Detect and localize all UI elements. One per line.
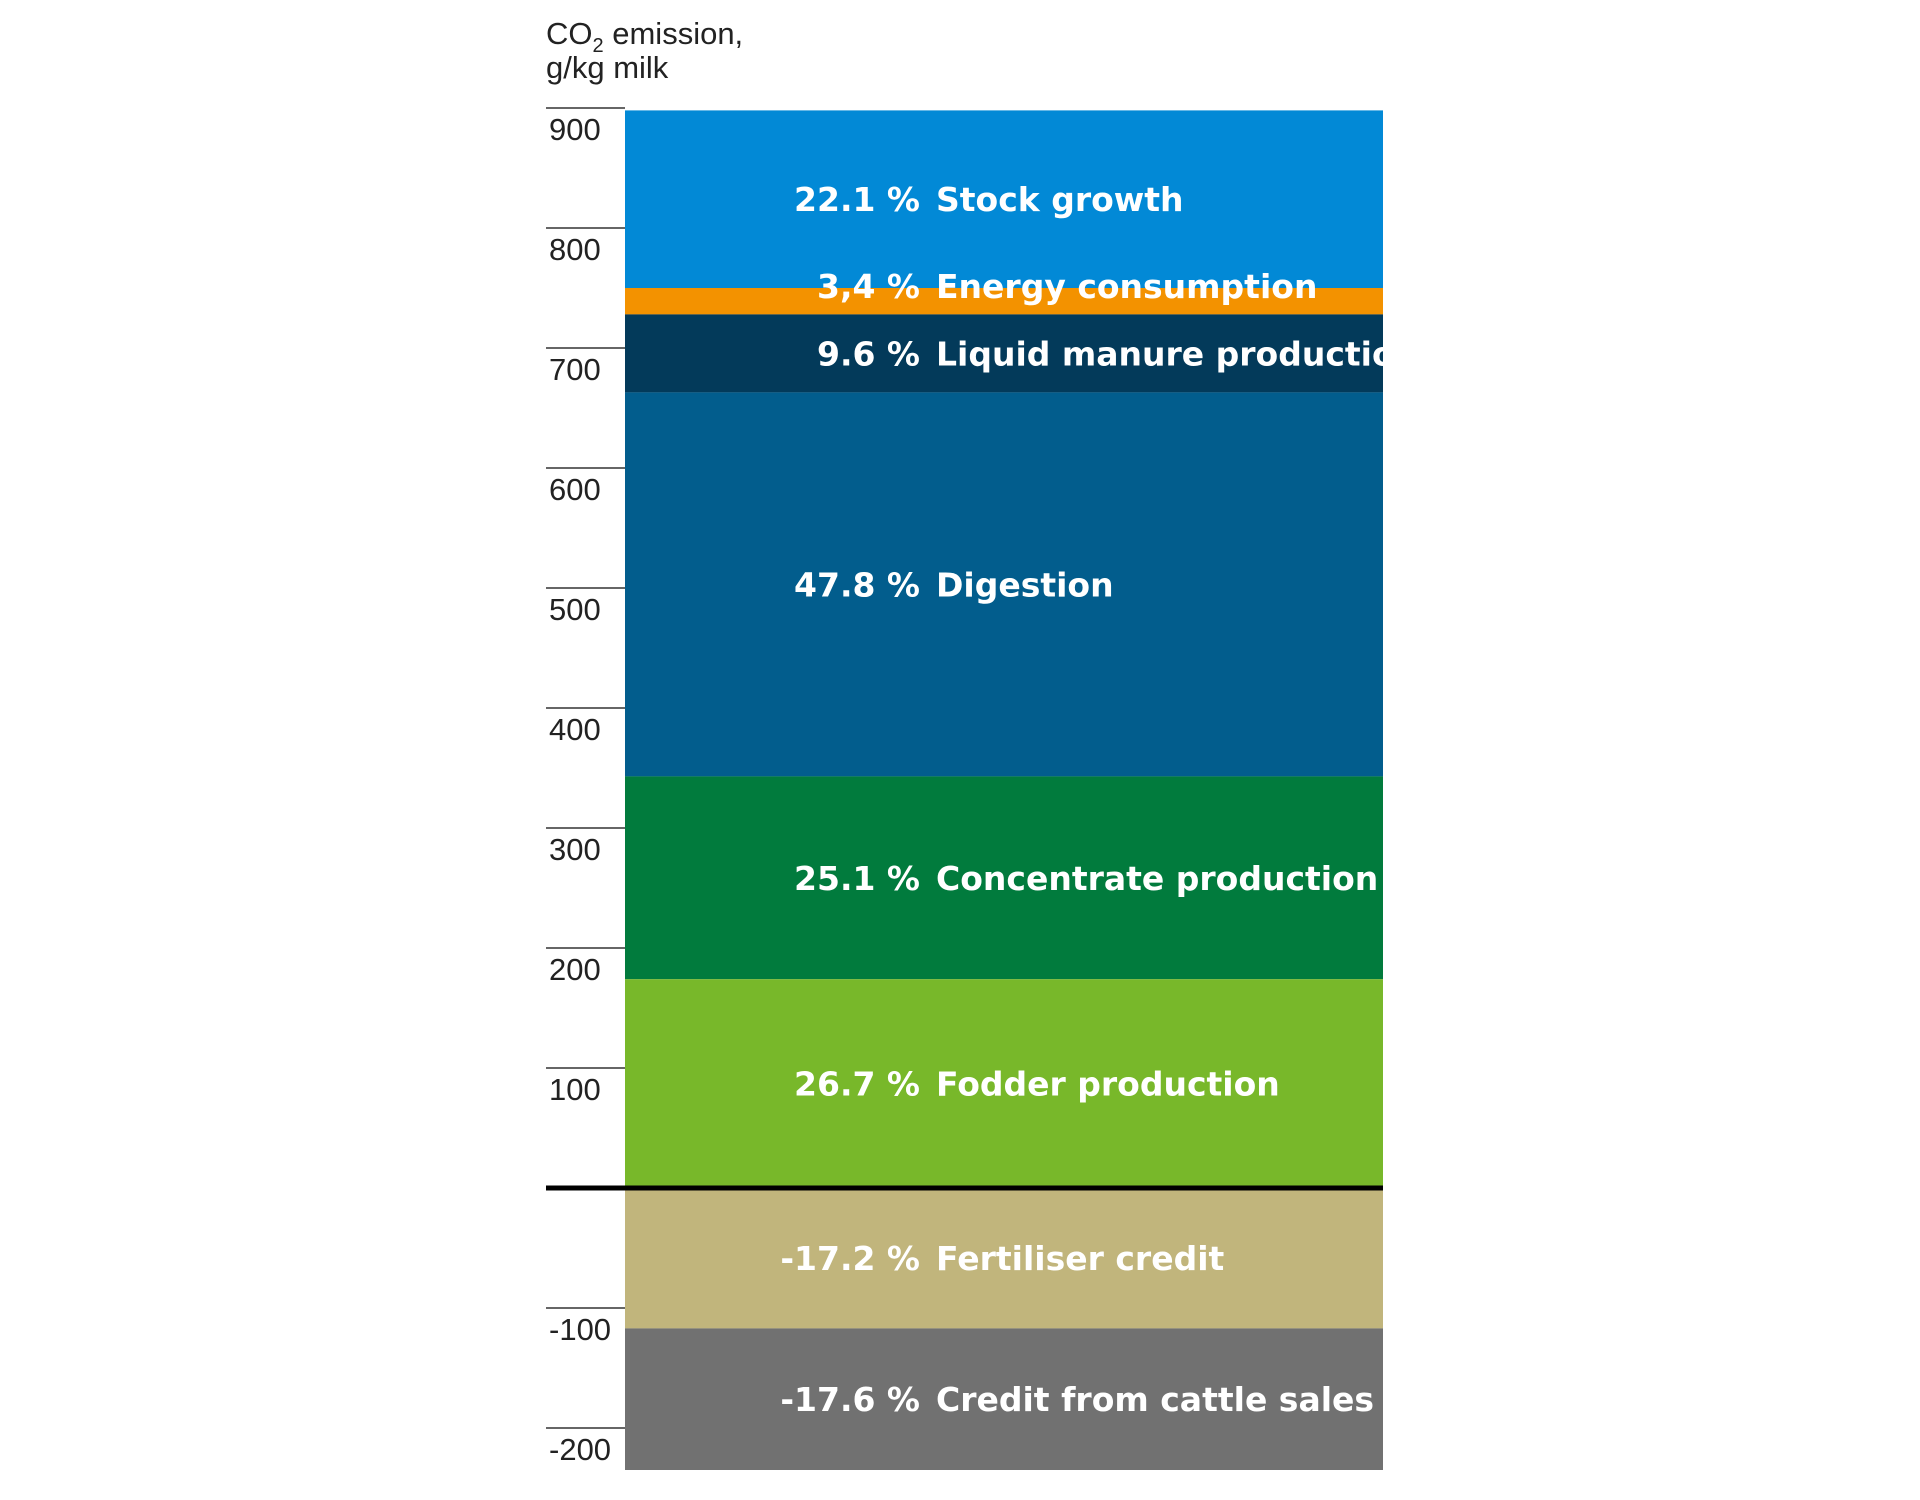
- segment-name-label: Credit from cattle sales: [936, 1380, 1374, 1419]
- segment-percent-label: 3,4 %: [817, 267, 920, 306]
- y-axis-title-line2: g/kg milk: [546, 50, 669, 85]
- segment-percent-label: 22.1 %: [794, 180, 920, 219]
- segment-name-label: Fertiliser credit: [936, 1239, 1225, 1278]
- segment-percent-label: 9.6 %: [817, 334, 920, 373]
- segment-digestion: [625, 392, 1383, 777]
- y-tick-label: 900: [549, 112, 601, 147]
- y-axis-title-suffix: emission,: [604, 16, 744, 51]
- segment-percent-label: -17.2 %: [780, 1239, 920, 1278]
- segment-percent-label: 47.8 %: [794, 565, 920, 604]
- segment-name-label: Liquid manure production: [936, 334, 1418, 373]
- segment-labels: 22.1 % Stock growth 3,4 % Energy consumptio…: [780, 180, 1418, 1419]
- y-tick-label: 300: [549, 832, 601, 867]
- y-tick-label: 100: [549, 1072, 601, 1107]
- y-tick-label: 400: [549, 712, 601, 747]
- segment-name-label: Digestion: [936, 565, 1114, 604]
- y-tick-label: -100: [549, 1312, 611, 1347]
- segment-name-label: Fodder production: [936, 1065, 1280, 1104]
- segment-fertiliser-credit: [625, 1188, 1383, 1329]
- y-axis-title-co: CO: [546, 16, 593, 51]
- y-tick-label: 200: [549, 952, 601, 987]
- segment-concentrate-production: [625, 776, 1383, 980]
- segment-energy-consumption: [625, 288, 1383, 315]
- y-tick-label: 800: [549, 232, 601, 267]
- y-tick-label: -200: [549, 1432, 611, 1467]
- segment-percent-label: 26.7 %: [794, 1065, 920, 1104]
- y-tick-label: 700: [549, 352, 601, 387]
- segment-name-label: Energy consumption: [936, 267, 1317, 306]
- segment-liquid-manure-production: [625, 314, 1383, 393]
- segment-percent-label: -17.6 %: [780, 1380, 920, 1419]
- segment-name-label: Stock growth: [936, 180, 1184, 219]
- y-tick-label: 500: [549, 592, 601, 627]
- segment-credit-from-cattle-sales: [625, 1328, 1383, 1470]
- segment-percent-label: 25.1 %: [794, 859, 920, 898]
- y-axis-title-line1: CO2 emission,: [546, 16, 743, 57]
- y-axis-title-subscript: 2: [593, 35, 604, 57]
- y-tick-label: 600: [549, 472, 601, 507]
- segment-fodder-production: [625, 979, 1383, 1188]
- stacked-segments: [625, 110, 1383, 1470]
- segment-name-label: Concentrate production: [936, 859, 1378, 898]
- y-axis-ticks: 900 800 700 600 500 400 300 200 100 -100 -200: [546, 107, 625, 1467]
- segment-stock-growth: [625, 110, 1383, 289]
